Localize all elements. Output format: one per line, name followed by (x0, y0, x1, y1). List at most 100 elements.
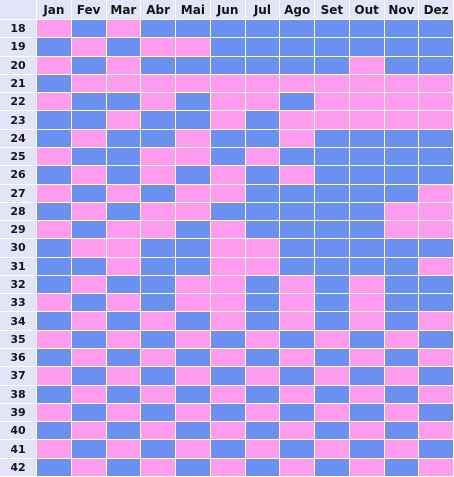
heatmap-cell (106, 56, 142, 75)
heatmap-cell (210, 147, 246, 167)
age-label: 32 (0, 275, 37, 295)
heatmap-cell (280, 367, 315, 386)
heatmap-cell (384, 385, 420, 404)
heatmap-cell (349, 166, 385, 185)
heatmap-cell (315, 202, 350, 222)
heatmap-cell (106, 239, 142, 258)
heatmap-cell (106, 221, 142, 240)
heatmap-cell (37, 111, 72, 130)
heatmap-cell (315, 458, 350, 477)
heatmap-cell (141, 56, 176, 75)
heatmap-cell (141, 458, 176, 477)
heatmap-cell (71, 129, 107, 148)
heatmap-cell (71, 184, 107, 203)
age-label: 24 (0, 129, 37, 148)
heatmap-cell (210, 166, 246, 185)
heatmap-cell (245, 147, 281, 167)
heatmap-cell (349, 312, 385, 331)
heatmap-cell (315, 257, 350, 276)
heatmap-cell (280, 184, 315, 203)
heatmap-cell (176, 20, 211, 39)
heatmap-cell (245, 166, 281, 185)
heatmap-cell (315, 221, 350, 240)
heatmap-cell (384, 440, 420, 459)
heatmap-cell (71, 275, 107, 295)
age-label: 31 (0, 257, 37, 276)
heatmap-cell (384, 458, 420, 477)
heatmap-cell (141, 239, 176, 258)
heatmap-cell (176, 275, 211, 295)
heatmap-cell (419, 184, 454, 203)
heatmap-cell (37, 367, 72, 386)
heatmap-cell (245, 56, 281, 75)
heatmap-cell (315, 349, 350, 368)
heatmap-cell (37, 129, 72, 148)
age-label: 39 (0, 403, 37, 423)
heatmap-cell (176, 184, 211, 203)
heatmap-cell (315, 403, 350, 423)
heatmap-cell (37, 458, 72, 477)
heatmap-cell (349, 20, 385, 39)
heatmap-cell (315, 74, 350, 94)
heatmap-cell (349, 93, 385, 112)
age-label: 18 (0, 20, 37, 39)
heatmap-cell (141, 74, 176, 94)
heatmap-cell (384, 129, 420, 148)
heatmap-cell (210, 330, 246, 350)
heatmap-cell (106, 74, 142, 94)
heatmap-cell (37, 202, 72, 222)
heatmap-cell (280, 275, 315, 295)
heatmap-cell (280, 294, 315, 313)
heatmap-cell (280, 147, 315, 167)
age-label: 34 (0, 312, 37, 331)
heatmap-cell (245, 440, 281, 459)
heatmap-cell (37, 385, 72, 404)
heatmap-cell (141, 312, 176, 331)
heatmap-cell (280, 221, 315, 240)
heatmap-cell (37, 93, 72, 112)
age-label: 22 (0, 93, 37, 112)
heatmap-cell (176, 440, 211, 459)
heatmap-cell (176, 56, 211, 75)
heatmap-cell (419, 294, 454, 313)
month-header: Mar (106, 0, 142, 20)
heatmap-cell (176, 147, 211, 167)
heatmap-cell (245, 111, 281, 130)
month-header: Ago (280, 0, 315, 20)
heatmap-cell (280, 257, 315, 276)
heatmap-cell (141, 166, 176, 185)
heatmap-cell (349, 275, 385, 295)
heatmap-cell (349, 349, 385, 368)
heatmap-cell (106, 422, 142, 441)
heatmap-cell (141, 367, 176, 386)
heatmap-cell (245, 239, 281, 258)
heatmap-cell (141, 257, 176, 276)
heatmap-cell (210, 56, 246, 75)
heatmap-cell (349, 440, 385, 459)
heatmap-cell (419, 93, 454, 112)
heatmap-cell (71, 257, 107, 276)
heatmap-cell (384, 166, 420, 185)
month-header: Mai (176, 0, 211, 20)
heatmap-cell (315, 367, 350, 386)
heatmap-cell (384, 184, 420, 203)
heatmap-cell (315, 330, 350, 350)
heatmap-cell (280, 166, 315, 185)
heatmap-cell (245, 202, 281, 222)
heatmap-cell (245, 221, 281, 240)
heatmap-cell (349, 56, 385, 75)
heatmap-cell (280, 385, 315, 404)
heatmap-cell (106, 129, 142, 148)
heatmap-cell (315, 184, 350, 203)
heatmap-cell (384, 221, 420, 240)
heatmap-cell (280, 74, 315, 94)
heatmap-cell (106, 440, 142, 459)
heatmap-cell (71, 93, 107, 112)
heatmap-cell (176, 330, 211, 350)
heatmap-cell (315, 129, 350, 148)
heatmap-cell (37, 239, 72, 258)
heatmap-cell (176, 111, 211, 130)
heatmap-cell (210, 403, 246, 423)
heatmap-cell (106, 367, 142, 386)
